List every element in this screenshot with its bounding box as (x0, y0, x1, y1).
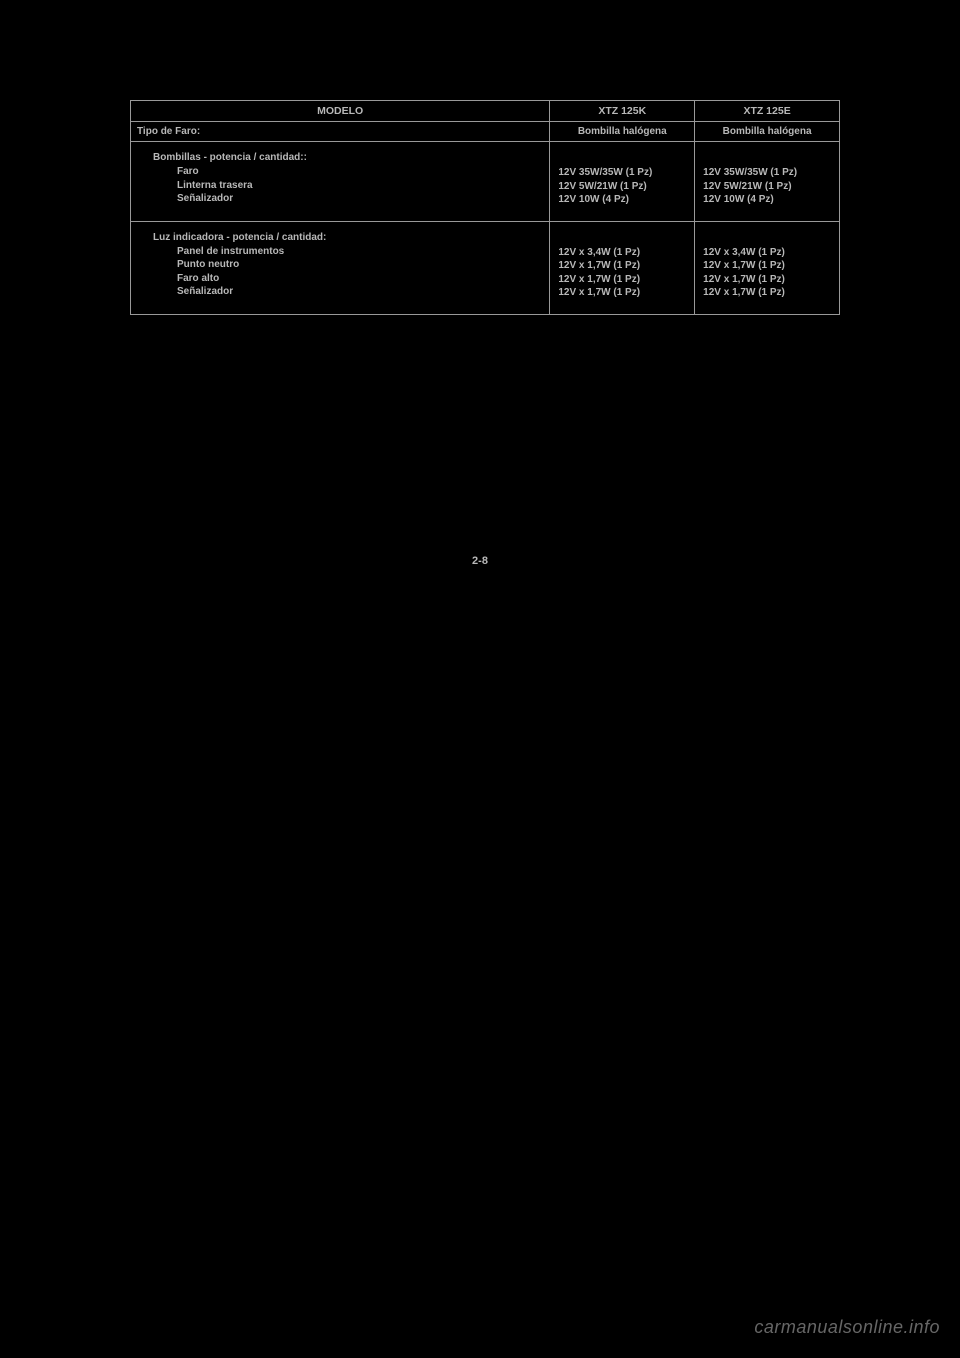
luz-item-1: Punto neutro (137, 258, 543, 272)
luz-col2-v3: 12V x 1,7W (1 Pz) (701, 286, 833, 300)
faro-type-row: Tipo de Faro: Bombilla halógena Bombilla… (131, 122, 840, 142)
table-header-row: MODELO XTZ 125K XTZ 125E (131, 101, 840, 122)
bombillas-item-0: Faro (137, 165, 543, 179)
bombillas-col1-cell: 12V 35W/35W (1 Pz) 12V 5W/21W (1 Pz) 12V… (550, 142, 695, 222)
luz-col1-v1: 12V x 1,7W (1 Pz) (556, 259, 688, 273)
luz-col2-v1: 12V x 1,7W (1 Pz) (701, 259, 833, 273)
header-col2: XTZ 125E (695, 101, 840, 122)
spacer (701, 232, 833, 246)
specifications-table: MODELO XTZ 125K XTZ 125E Tipo de Faro: B… (130, 100, 840, 315)
luz-item-2: Faro alto (137, 272, 543, 286)
bombillas-col1-v1: 12V 5W/21W (1 Pz) (556, 180, 688, 194)
bombillas-col2-cell: 12V 35W/35W (1 Pz) 12V 5W/21W (1 Pz) 12V… (695, 142, 840, 222)
luz-item-3: Señalizador (137, 285, 543, 299)
spacer (556, 232, 688, 246)
spacer (701, 152, 833, 166)
bombillas-item-2: Señalizador (137, 192, 543, 206)
bombillas-item-1: Linterna trasera (137, 179, 543, 193)
luz-label-cell: Luz indicadora - potencia / cantidad: Pa… (131, 221, 550, 314)
bombillas-col1-v2: 12V 10W (4 Pz) (556, 193, 688, 207)
faro-label: Tipo de Faro: (131, 122, 550, 142)
bombillas-row: Bombillas - potencia / cantidad:: Faro L… (131, 142, 840, 222)
bombillas-title: Bombillas - potencia / cantidad:: (137, 152, 543, 163)
luz-col2-v0: 12V x 3,4W (1 Pz) (701, 246, 833, 260)
luz-col1-v3: 12V x 1,7W (1 Pz) (556, 286, 688, 300)
bombillas-col2-v1: 12V 5W/21W (1 Pz) (701, 180, 833, 194)
watermark: carmanualsonline.info (754, 1317, 940, 1338)
header-modelo: MODELO (131, 101, 550, 122)
header-col1: XTZ 125K (550, 101, 695, 122)
page-container: MODELO XTZ 125K XTZ 125E Tipo de Faro: B… (130, 100, 840, 315)
bombillas-col2-v0: 12V 35W/35W (1 Pz) (701, 166, 833, 180)
luz-indicadora-row: Luz indicadora - potencia / cantidad: Pa… (131, 221, 840, 314)
bombillas-col1-v0: 12V 35W/35W (1 Pz) (556, 166, 688, 180)
bombillas-label-cell: Bombillas - potencia / cantidad:: Faro L… (131, 142, 550, 222)
luz-col2-cell: 12V x 3,4W (1 Pz) 12V x 1,7W (1 Pz) 12V … (695, 221, 840, 314)
page-number: 2-8 (0, 555, 960, 567)
faro-col1: Bombilla halógena (550, 122, 695, 142)
luz-col1-v2: 12V x 1,7W (1 Pz) (556, 273, 688, 287)
spacer (556, 152, 688, 166)
luz-title: Luz indicadora - potencia / cantidad: (137, 232, 543, 243)
faro-col2: Bombilla halógena (695, 122, 840, 142)
luz-col2-v2: 12V x 1,7W (1 Pz) (701, 273, 833, 287)
luz-item-0: Panel de instrumentos (137, 245, 543, 259)
luz-col1-cell: 12V x 3,4W (1 Pz) 12V x 1,7W (1 Pz) 12V … (550, 221, 695, 314)
luz-col1-v0: 12V x 3,4W (1 Pz) (556, 246, 688, 260)
bombillas-col2-v2: 12V 10W (4 Pz) (701, 193, 833, 207)
